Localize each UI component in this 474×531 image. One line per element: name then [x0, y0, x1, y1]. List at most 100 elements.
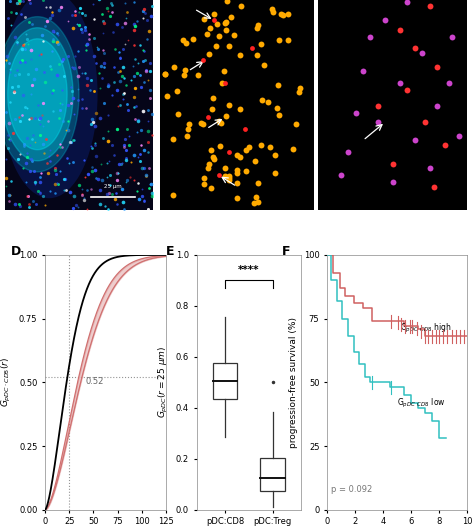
- Point: [11, 32, 18, 41]
- Point: [254, 178, 262, 187]
- Point: [38, 31, 46, 40]
- Point: [114, 101, 121, 110]
- Point: [41, 201, 49, 210]
- Text: ****: ****: [238, 266, 260, 275]
- Point: [97, 84, 104, 92]
- Point: [115, 169, 122, 177]
- Point: [130, 175, 138, 184]
- Point: [81, 23, 89, 31]
- Point: [426, 164, 434, 173]
- Point: [55, 59, 63, 68]
- Point: [10, 87, 18, 96]
- Point: [49, 27, 57, 36]
- Point: [245, 143, 253, 151]
- Point: [9, 83, 16, 91]
- Point: [113, 85, 121, 94]
- Point: [254, 23, 261, 32]
- Point: [113, 20, 120, 28]
- Point: [78, 95, 86, 104]
- Point: [126, 173, 134, 182]
- Point: [46, 156, 54, 165]
- Point: [51, 28, 58, 36]
- Point: [284, 10, 292, 19]
- Point: [207, 145, 215, 154]
- Point: [70, 192, 78, 200]
- Point: [225, 174, 233, 182]
- Point: [19, 0, 27, 5]
- Point: [146, 94, 154, 102]
- Point: [226, 100, 233, 109]
- Text: G$_{pDC}$ $_{CD8}$ low: G$_{pDC}$ $_{CD8}$ low: [397, 397, 446, 410]
- Point: [54, 71, 61, 79]
- Point: [109, 27, 117, 36]
- Point: [149, 192, 156, 201]
- Point: [13, 0, 20, 7]
- Point: [135, 178, 142, 187]
- Point: [118, 185, 125, 193]
- Point: [130, 40, 138, 49]
- Point: [210, 155, 218, 163]
- Point: [36, 188, 44, 196]
- Point: [359, 67, 367, 75]
- Point: [96, 186, 104, 194]
- Point: [46, 187, 54, 195]
- Point: [82, 46, 90, 54]
- Point: [184, 125, 192, 133]
- Point: [83, 185, 91, 194]
- Point: [90, 87, 98, 95]
- Point: [222, 26, 229, 35]
- Point: [118, 72, 126, 81]
- Point: [269, 7, 276, 16]
- Point: [25, 0, 33, 4]
- Point: [14, 81, 21, 90]
- Point: [257, 39, 264, 48]
- Point: [35, 50, 43, 59]
- Point: [90, 34, 98, 42]
- Point: [205, 0, 213, 1]
- Point: [221, 172, 228, 180]
- Point: [145, 184, 153, 192]
- Point: [139, 7, 147, 16]
- Point: [37, 50, 45, 59]
- Point: [69, 158, 77, 166]
- Point: [18, 56, 26, 64]
- Point: [278, 10, 285, 18]
- Point: [274, 81, 282, 89]
- Bar: [260, 458, 285, 491]
- Point: [248, 44, 256, 53]
- Point: [284, 36, 292, 45]
- Point: [44, 17, 51, 25]
- Point: [83, 73, 91, 82]
- Point: [230, 30, 238, 39]
- Point: [37, 169, 45, 177]
- Point: [139, 14, 146, 22]
- Point: [22, 30, 30, 38]
- Point: [15, 0, 22, 2]
- Point: [221, 164, 229, 173]
- Point: [29, 197, 37, 205]
- Bar: [213, 363, 237, 399]
- Point: [18, 111, 26, 119]
- Point: [28, 135, 36, 144]
- Point: [162, 70, 169, 79]
- Point: [141, 145, 148, 154]
- Point: [122, 156, 130, 165]
- Point: [38, 110, 46, 119]
- Point: [374, 118, 382, 126]
- Point: [207, 24, 214, 32]
- Point: [119, 95, 127, 103]
- Point: [64, 101, 72, 110]
- Point: [84, 169, 91, 178]
- Point: [68, 11, 76, 19]
- Point: [39, 99, 47, 107]
- Point: [107, 0, 115, 7]
- Point: [91, 166, 99, 175]
- Point: [40, 0, 47, 4]
- Point: [34, 186, 41, 195]
- Point: [182, 65, 189, 74]
- Point: [56, 106, 64, 114]
- Point: [36, 113, 44, 122]
- Point: [233, 166, 241, 174]
- Point: [5, 13, 12, 22]
- Point: [130, 150, 138, 159]
